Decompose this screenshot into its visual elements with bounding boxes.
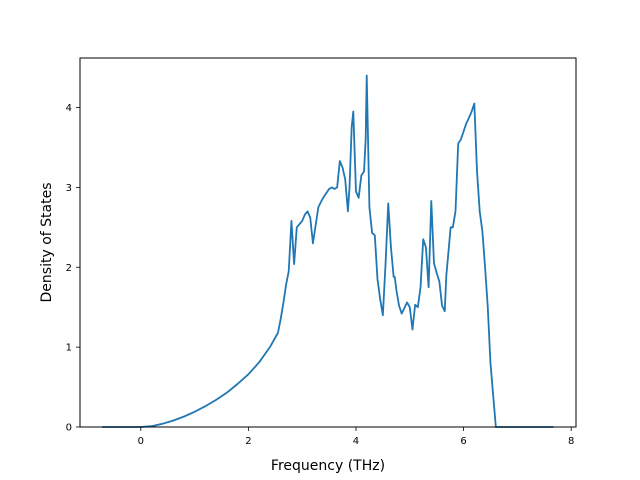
axis-ticks: 0 2 4 6 8 0 1 2 3 4 [66,103,575,447]
y-tick-label: 2 [66,263,72,274]
y-tick-label: 0 [66,423,72,434]
y-tick-label: 3 [66,183,72,194]
plot-area [102,74,554,428]
dos-series-line-0 [102,74,554,428]
y-axis-label: Density of States [39,183,55,303]
x-tick-label: 0 [138,436,144,447]
x-tick-label: 2 [245,436,251,447]
plot-frame [79,57,577,428]
y-tick-label: 1 [66,343,72,354]
x-axis-label: Frequency (THz) [271,458,385,474]
y-tick-label: 4 [66,103,72,114]
x-tick-label: 8 [568,436,574,447]
x-tick-label: 6 [460,436,466,447]
x-tick-label: 4 [353,436,359,447]
